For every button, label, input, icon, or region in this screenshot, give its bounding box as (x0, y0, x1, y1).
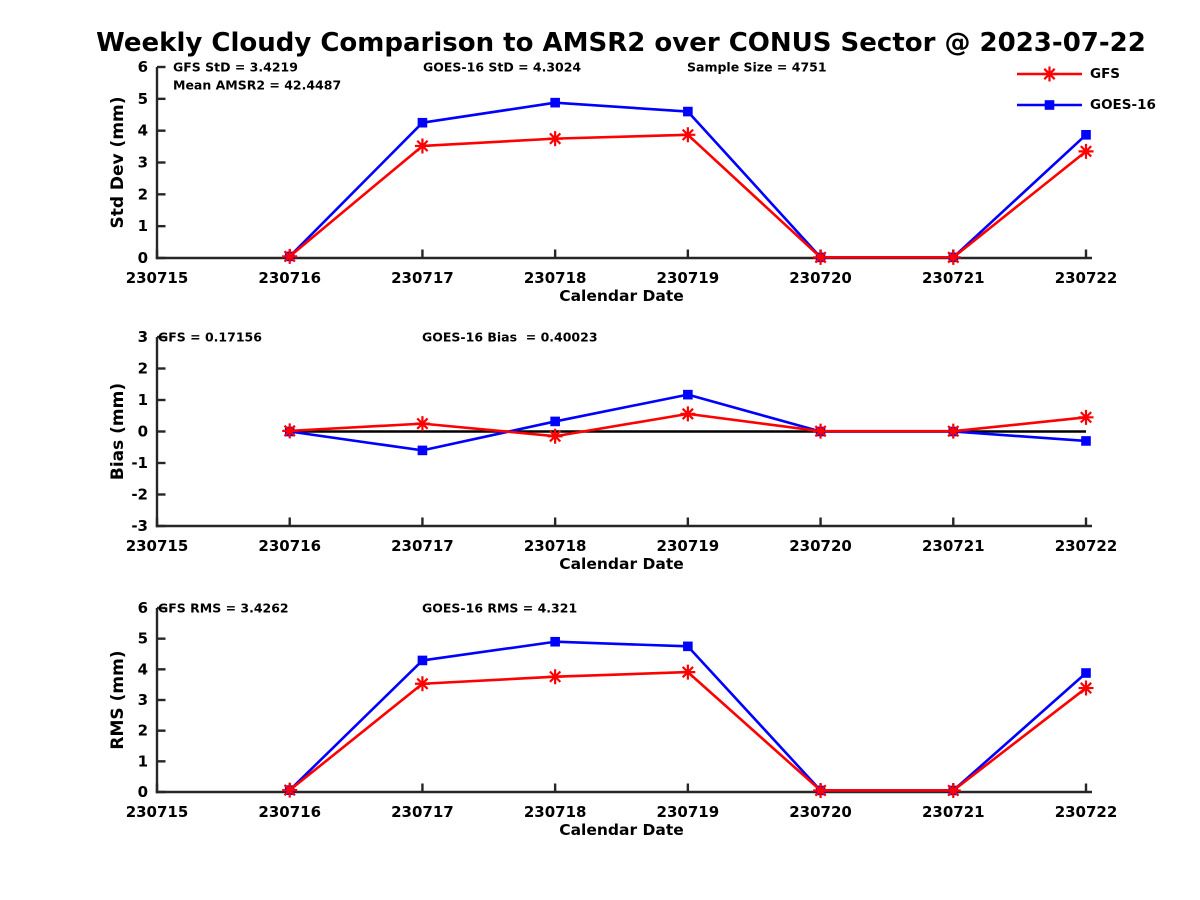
x-tick-label: 230718 (524, 537, 587, 555)
y-axis-title: Std Dev (mm) (108, 96, 128, 228)
gfs-marker (548, 131, 563, 146)
y-tick-label: 5 (138, 90, 148, 108)
legend-item-gfs: GFS (1017, 66, 1120, 82)
x-tick-label: 230717 (391, 269, 454, 287)
y-tick-label: 3 (138, 691, 148, 709)
goes16-series-line (290, 103, 1086, 258)
std-dev-annotation: Sample Size = 4751 (687, 60, 827, 75)
gfs-marker (813, 424, 828, 439)
y-tick-label: 6 (138, 599, 148, 617)
x-axis-title: Calendar Date (559, 287, 684, 305)
x-tick-label: 230720 (789, 537, 852, 555)
goes16-marker (418, 118, 428, 128)
rms-annotation: GOES-16 RMS = 4.321 (422, 601, 577, 616)
x-tick-label: 230715 (126, 537, 189, 555)
gfs-marker (946, 424, 961, 439)
y-tick-label: 1 (138, 752, 148, 770)
y-tick-label: 0 (138, 423, 148, 441)
goes16-marker (550, 98, 560, 108)
y-tick-label: 3 (138, 328, 148, 346)
y-tick-label: 0 (138, 249, 148, 267)
x-tick-label: 230717 (391, 537, 454, 555)
rms-annotation: GFS RMS = 3.4262 (158, 601, 289, 616)
x-tick-label: 230720 (789, 269, 852, 287)
legend-label: GFS (1090, 66, 1120, 82)
y-axis-title: Bias (mm) (108, 383, 128, 480)
std-dev-annotation: GFS StD = 3.4219 (173, 60, 298, 75)
x-tick-label: 230721 (922, 537, 985, 555)
bias-chart: 230715 230716 230717 230718 230719 230720 2307… (108, 328, 1117, 573)
goes16-marker (683, 390, 693, 400)
x-tick-label: 230721 (922, 803, 985, 821)
x-tick-label: 230716 (258, 537, 321, 555)
goes16-marker (1081, 130, 1091, 140)
charts-canvas: 230715 230716 230717 230718 230719 230720 2307… (0, 0, 1200, 900)
y-tick-label: 6 (138, 58, 148, 76)
x-tick-label: 230715 (126, 803, 189, 821)
gfs-marker (415, 416, 430, 431)
y-tick-label: -3 (131, 517, 148, 535)
legend: GFS GOES-16 (1017, 66, 1156, 113)
legend-gfs-marker (1042, 67, 1057, 82)
goes16-marker (418, 446, 428, 456)
std-dev-annotation: GOES-16 StD = 4.3024 (423, 60, 581, 75)
std-dev-annotation: Mean AMSR2 = 42.4487 (173, 78, 341, 93)
x-tick-label: 230718 (524, 269, 587, 287)
x-tick-label: 230716 (258, 803, 321, 821)
bias-annotation: GFS = 0.17156 (158, 330, 262, 345)
legend-label: GOES-16 (1090, 97, 1156, 113)
gfs-series-line (290, 135, 1086, 258)
goes16-marker (1081, 668, 1091, 678)
x-tick-label: 230718 (524, 803, 587, 821)
gfs-marker (1079, 410, 1094, 425)
legend-goes16-marker (1045, 100, 1055, 110)
x-axis-title: Calendar Date (559, 821, 684, 839)
x-tick-label: 230719 (657, 537, 720, 555)
goes16-marker (418, 656, 428, 666)
goes16-marker (1081, 436, 1091, 446)
y-tick-label: 2 (138, 185, 148, 203)
y-tick-label: 1 (138, 217, 148, 235)
x-tick-label: 230721 (922, 269, 985, 287)
x-axis-title: Calendar Date (559, 555, 684, 573)
legend-item-goes16: GOES-16 (1017, 97, 1156, 113)
y-tick-label: 4 (138, 122, 148, 140)
x-tick-label: 230722 (1055, 537, 1118, 555)
goes16-series-line (290, 642, 1086, 791)
figure-title: Weekly Cloudy Comparison to AMSR2 over C… (96, 28, 1146, 58)
x-tick-label: 230722 (1055, 803, 1118, 821)
x-tick-label: 230716 (258, 269, 321, 287)
y-tick-label: 0 (138, 783, 148, 801)
goes16-marker (683, 107, 693, 117)
x-tick-label: 230717 (391, 803, 454, 821)
x-tick-label: 230722 (1055, 269, 1118, 287)
goes16-marker (550, 417, 560, 427)
bias-annotation: GOES-16 Bias = 0.40023 (422, 330, 598, 345)
goes16-marker (550, 637, 560, 647)
x-tick-label: 230719 (657, 803, 720, 821)
y-tick-label: 5 (138, 630, 148, 648)
gfs-series-line (290, 672, 1086, 790)
goes16-marker (683, 642, 693, 652)
gfs-marker (282, 423, 297, 438)
goes16-series-line (290, 395, 1086, 451)
y-tick-label: 4 (138, 660, 148, 678)
x-tick-label: 230720 (789, 803, 852, 821)
y-tick-label: -2 (131, 486, 148, 504)
x-tick-label: 230715 (126, 269, 189, 287)
y-tick-label: 2 (138, 360, 148, 378)
std-dev-chart: 230715 230716 230717 230718 230719 230720 2307… (108, 58, 1117, 305)
y-axis-title: RMS (mm) (108, 650, 128, 749)
y-tick-label: 1 (138, 391, 148, 409)
gfs-marker (548, 669, 563, 684)
x-tick-label: 230719 (657, 269, 720, 287)
y-tick-label: 2 (138, 722, 148, 740)
y-tick-label: -1 (131, 454, 148, 472)
rms-chart: 230715 230716 230717 230718 230719 230720 2307… (108, 599, 1117, 839)
gfs-marker (680, 406, 695, 421)
y-tick-label: 3 (138, 154, 148, 172)
